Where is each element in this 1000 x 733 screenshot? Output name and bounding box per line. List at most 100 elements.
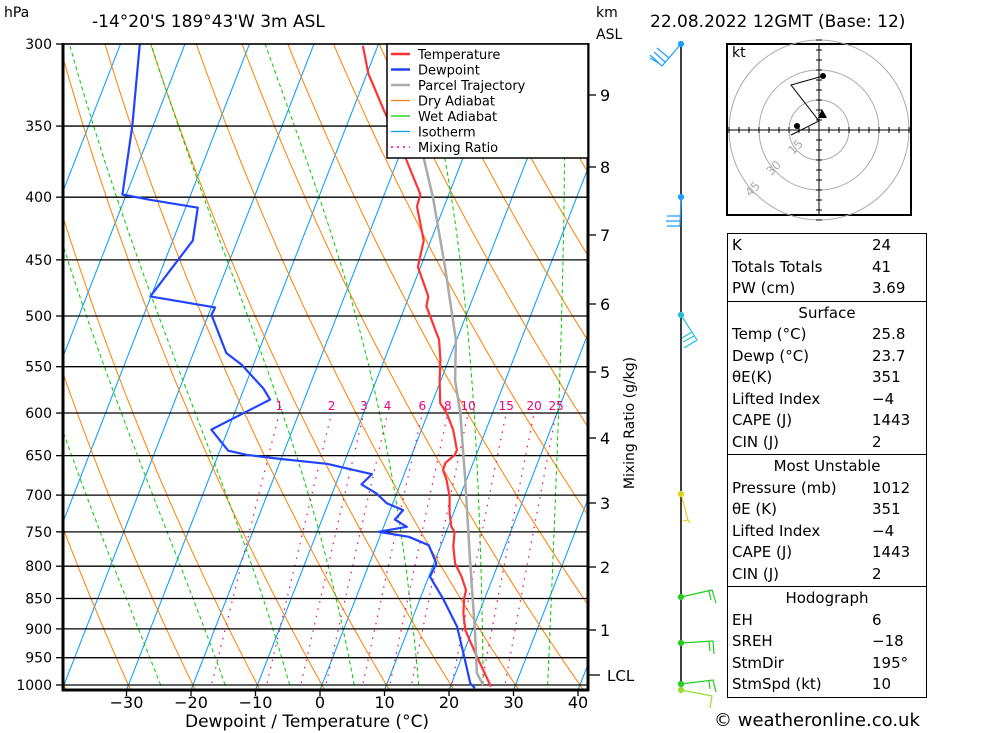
wind-barb: [677, 639, 715, 655]
index-value: −4: [872, 521, 895, 540]
storm-motion-marker: [818, 109, 827, 118]
index-value: 1443: [872, 543, 911, 561]
index-label: StmSpd (kt): [732, 675, 822, 693]
temperature-tick-label: 20: [439, 693, 459, 712]
index-label: Totals Totals: [732, 257, 823, 276]
index-label: CAPE (J): [732, 543, 793, 561]
legend-label: Parcel Trajectory: [418, 79, 526, 94]
index-row: Lifted Index −4: [728, 521, 926, 543]
index-row: StmDir 195°: [728, 653, 926, 675]
index-label: PW (cm): [732, 279, 796, 297]
km-tick-label: 5: [600, 363, 610, 382]
index-value: 24: [872, 236, 892, 254]
surface-indices: Surface Temp (°C) 25.8 Dewp (°C) 23.7 θE(K…: [728, 302, 926, 455]
legend-label: Isotherm: [418, 126, 476, 141]
index-label: EH: [732, 610, 753, 629]
mixing-ratio-line: [409, 412, 469, 690]
isotherm-line: [63, 44, 315, 689]
temperature-tick-label: 0: [315, 693, 325, 712]
temperature-tick-label: 40: [568, 693, 588, 712]
axis-labels: 1 2 3 4 6 8 10 15 20 2530035040045050055060065070…: [16, 37, 634, 712]
isotherm-line: [0, 7, 70, 690]
datetime-title: 22.08.2022 12GMT (Base: 12): [650, 12, 906, 32]
isotherm-line: [448, 332, 588, 690]
index-row: EH 6: [728, 610, 926, 632]
pressure-tick-label: 900: [25, 622, 52, 638]
index-row: PW (cm) 3.69: [728, 278, 926, 300]
wind-barb: [677, 490, 691, 524]
pressure-tick-label: 400: [25, 190, 52, 206]
wet-adiabat-line: [68, 44, 291, 686]
lcl-label: LCL: [607, 667, 635, 685]
indices-table: K 24 Totals Totals 41 PW (cm) 3.69 Surface …: [727, 233, 927, 698]
km-tick-label: 7: [600, 226, 610, 245]
pressure-tick-label: 350: [25, 119, 52, 135]
x-axis-title: Dewpoint / Temperature (°C): [185, 712, 430, 732]
mixing-ratio-line: [264, 412, 333, 690]
location-title: -14°20'S 189°43'W 3m ASL: [92, 12, 325, 32]
section-title: Surface: [798, 303, 856, 322]
index-value: 25.8: [872, 325, 906, 343]
mixing-ratio-line: [450, 412, 507, 690]
index-value: 351: [872, 368, 901, 386]
index-label: Lifted Index: [732, 389, 821, 408]
hodograph-indices: Hodograph EH 6 SREH −18 StmDir 195° StmSpd …: [728, 587, 926, 697]
legend-label: Temperature: [417, 48, 500, 63]
index-label: K: [732, 236, 742, 254]
km-tick-label: 3: [600, 494, 610, 513]
mixing-ratio-label: 25: [549, 399, 564, 413]
pressure-tick-label: 300: [25, 37, 52, 53]
index-row: CIN (J) 2: [728, 432, 926, 454]
hodograph: [726, 39, 912, 221]
index-row: StmSpd (kt) 10: [728, 674, 926, 696]
index-row: Totals Totals 41: [728, 257, 926, 279]
wind-barb: [677, 311, 698, 349]
hodograph-point: [820, 73, 826, 79]
isotherm-line: [383, 166, 588, 690]
km-tick-label: 4: [600, 429, 610, 448]
index-row: K 24: [728, 235, 926, 257]
pressure-tick-label: 650: [25, 449, 52, 465]
legend-label: Dry Adiabat: [418, 95, 495, 110]
copyright-link[interactable]: © weatheronline.co.uk: [714, 710, 920, 731]
temperature-tick-label: 30: [503, 693, 523, 712]
index-value: 23.7: [872, 346, 906, 365]
hodograph-point: [794, 123, 800, 129]
mixing-ratio-line: [479, 412, 535, 690]
index-row: Pressure (mb) 1012: [728, 478, 926, 500]
index-value: 1443: [872, 411, 911, 429]
pressure-tick-label: 850: [25, 591, 52, 607]
mixing-ratio-label: 1: [275, 399, 283, 413]
km-label: km: [596, 5, 618, 21]
wet-adiabat-line: [63, 243, 226, 686]
wind-barb: [677, 589, 717, 604]
temperature-tick-label: −20: [174, 693, 208, 712]
km-tick-label: 2: [600, 558, 610, 577]
index-value: −4: [872, 389, 895, 408]
mixing-ratio-label: 10: [461, 399, 476, 413]
index-label: StmDir: [732, 653, 784, 672]
index-value: 195°: [872, 653, 909, 672]
temperature-tick-label: −10: [239, 693, 273, 712]
parcel-trajectory-line: [418, 142, 485, 686]
index-row: CAPE (J) 1443: [728, 410, 926, 432]
dry-adiabat-line: [424, 44, 588, 342]
index-label: Temp (°C): [732, 325, 807, 343]
asl-label: ASL: [596, 27, 623, 43]
mixing-ratio-label: 6: [419, 399, 427, 413]
dry-adiabat-line: [960, 26, 1000, 690]
wet-adiabat-line: [150, 44, 355, 686]
km-tick-label: 9: [600, 86, 610, 105]
mixing-ratio-line: [299, 412, 365, 690]
pressure-tick-label: 700: [25, 488, 52, 504]
km-tick-label: 6: [600, 295, 610, 314]
pressure-tick-label: 950: [25, 651, 52, 667]
wind-barb: [677, 679, 717, 693]
wind-barb: [677, 686, 713, 709]
index-value: −18: [872, 632, 904, 650]
isotherm-line: [125, 44, 380, 690]
mixing-ratio-line: [361, 412, 423, 690]
mixing-ratio-line: [324, 412, 389, 690]
km-tick-label: 8: [600, 158, 610, 177]
wet-adiabat-line: [419, 44, 484, 685]
